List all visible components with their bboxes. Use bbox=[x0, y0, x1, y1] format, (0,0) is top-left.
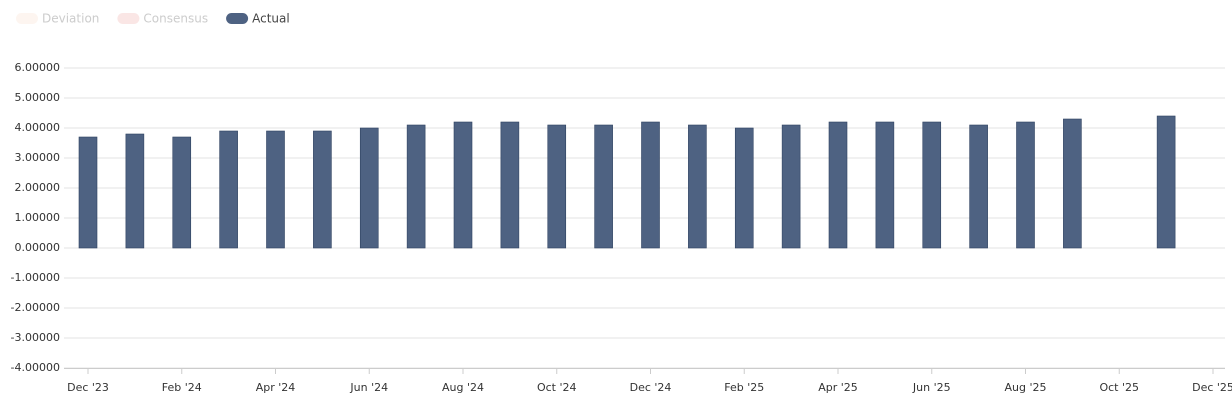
bar bbox=[219, 130, 238, 249]
x-tick-label: Oct '25 bbox=[1099, 381, 1139, 394]
y-tick-label: -4.00000 bbox=[11, 361, 60, 374]
x-tick-label: Dec '23 bbox=[67, 381, 109, 394]
x-tick-label: Jun '25 bbox=[912, 381, 951, 394]
bar bbox=[688, 124, 707, 249]
x-tick-label: Aug '24 bbox=[442, 381, 484, 394]
x-tick-label: Dec '25 bbox=[1192, 381, 1232, 394]
x-tick-label: Apr '24 bbox=[256, 381, 296, 394]
y-tick-label: -1.00000 bbox=[11, 271, 60, 284]
bar bbox=[500, 121, 520, 249]
bar bbox=[969, 124, 988, 249]
y-tick-label: -3.00000 bbox=[11, 331, 60, 344]
bar bbox=[922, 121, 942, 249]
bar bbox=[78, 136, 98, 249]
bar bbox=[1156, 115, 1176, 249]
x-tick-label: Dec '24 bbox=[630, 381, 672, 394]
x-tick-label: Jun '24 bbox=[349, 381, 388, 394]
bar bbox=[125, 133, 145, 249]
legend-swatch[interactable] bbox=[117, 13, 140, 24]
bar bbox=[406, 124, 426, 249]
x-tick-label: Apr '25 bbox=[818, 381, 858, 394]
bar bbox=[172, 136, 192, 249]
y-tick-label: 4.00000 bbox=[15, 121, 61, 134]
x-tick-label: Aug '25 bbox=[1005, 381, 1047, 394]
legend-label[interactable]: Consensus bbox=[143, 12, 208, 26]
legend-swatch[interactable] bbox=[16, 13, 38, 24]
y-tick-label: -2.00000 bbox=[11, 301, 60, 314]
y-tick-label: 6.00000 bbox=[15, 61, 61, 74]
bar bbox=[266, 130, 285, 249]
bar bbox=[828, 121, 848, 249]
x-tick-label: Feb '24 bbox=[162, 381, 202, 394]
bar bbox=[781, 124, 801, 249]
legend-swatch[interactable] bbox=[226, 13, 249, 24]
bar bbox=[594, 124, 613, 249]
x-tick-label: Feb '25 bbox=[724, 381, 764, 394]
y-tick-label: 5.00000 bbox=[15, 91, 61, 104]
y-tick-label: 3.00000 bbox=[15, 151, 61, 164]
bar bbox=[1016, 121, 1035, 249]
bar bbox=[547, 124, 567, 249]
bar bbox=[313, 130, 332, 249]
bar bbox=[641, 121, 660, 249]
y-tick-label: 2.00000 bbox=[15, 181, 61, 194]
bar bbox=[875, 121, 895, 249]
legend-label[interactable]: Actual bbox=[252, 12, 290, 26]
x-tick-label: Oct '24 bbox=[537, 381, 577, 394]
bar bbox=[1063, 118, 1082, 249]
legend-label[interactable]: Deviation bbox=[42, 12, 99, 26]
bar bbox=[453, 121, 473, 249]
bar bbox=[734, 127, 754, 249]
y-tick-label: 1.00000 bbox=[15, 211, 61, 224]
bar bbox=[359, 127, 379, 249]
y-tick-label: 0.00000 bbox=[15, 241, 61, 254]
